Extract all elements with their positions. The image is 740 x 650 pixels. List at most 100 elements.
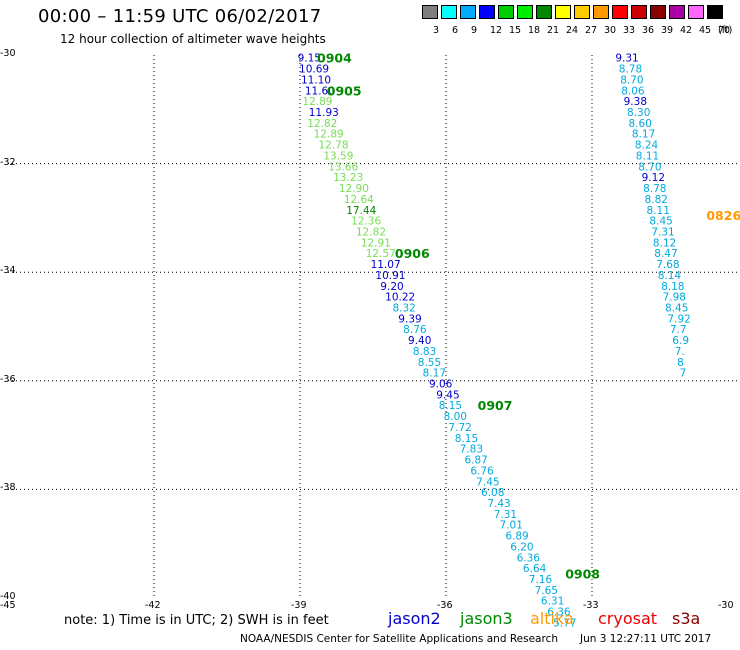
swh-value: 13.66: [328, 161, 358, 173]
legend-label: 9: [471, 25, 478, 36]
lat-tick-label: -36: [0, 373, 16, 385]
swh-value: 7.31: [651, 226, 674, 238]
swh-value: 6.89: [505, 531, 528, 543]
swh-value: 11.93: [309, 107, 339, 119]
swh-value: 8.70: [638, 161, 661, 173]
swh-value: 7.65: [535, 585, 558, 597]
legend-label: 6: [452, 25, 459, 36]
swh-value: 12.89: [302, 96, 332, 108]
swh-value: 12.89: [314, 129, 344, 141]
legend-swatch: [460, 5, 476, 19]
legend-swatch: [612, 5, 628, 19]
legend-swatch: [593, 5, 609, 19]
swh-value: 13.23: [333, 172, 363, 184]
swh-value: 8.14: [658, 270, 682, 282]
legend-label: 15: [509, 25, 522, 36]
swh-value: 8.45: [665, 302, 688, 314]
legend-label: 33: [623, 25, 636, 36]
lat-tick-label: -30: [0, 48, 16, 59]
legend-label: 45: [699, 25, 712, 36]
generated-timestamp: Jun 3 12:27:11 UTC 2017: [580, 633, 712, 645]
footer-note: note: 1) Time is in UTC; 2) SWH is in fe…: [64, 613, 329, 628]
swh-value: 9.20: [380, 281, 403, 293]
swh-value: 7.83: [460, 444, 483, 456]
swh-value: 7.92: [667, 313, 690, 325]
swh-value: 6.36: [517, 552, 541, 564]
swh-value: 7.01: [500, 520, 523, 532]
swh-value: 7: [680, 368, 687, 380]
pass-id-label: 0906: [395, 246, 430, 261]
swh-value: 11.10: [301, 74, 331, 86]
legend-swatch: [650, 5, 666, 19]
swh-value: 7.72: [448, 422, 471, 434]
swh-value: 7.68: [656, 259, 679, 271]
lon-tick-label: -33: [583, 600, 599, 611]
swh-value: 10.22: [385, 292, 415, 304]
legend-swatch: [479, 5, 495, 19]
map-title: 00:00 – 11:59 UTC 06/02/2017: [38, 6, 322, 27]
lat-tick-label: -40: [0, 591, 16, 602]
swh-value: 12.82: [356, 226, 386, 238]
swh-value: 7.98: [663, 292, 686, 304]
legend-swatch: [536, 5, 552, 19]
pass-id-label: 0908: [565, 567, 600, 582]
legend-label: 39: [661, 25, 674, 36]
lon-tick-label: -45: [0, 600, 16, 611]
swh-value: 6.64: [523, 563, 547, 575]
swh-value: 8.17: [423, 368, 446, 380]
pass-id-label: 0826: [706, 208, 740, 223]
satellite-name: altika: [530, 609, 574, 628]
swh-value: 9.31: [615, 53, 638, 65]
swh-value: 8.30: [627, 107, 650, 119]
legend-label: 36: [642, 25, 655, 36]
lat-tick-label: -34: [0, 265, 16, 277]
swh-value: 9.12: [642, 172, 665, 184]
swh-value: 8.83: [413, 346, 436, 358]
swh-value: 6.9: [672, 335, 689, 347]
legend-label: 12: [490, 25, 503, 36]
legend-swatch: [441, 5, 457, 19]
swh-value: 8.18: [661, 281, 684, 293]
pass-id-labels: 0904 0905 0906 0907 0908 0826: [317, 51, 740, 582]
swh-value: 7.16: [529, 574, 553, 586]
swh-value: 8.76: [403, 324, 427, 336]
swh-value: 8.11: [636, 150, 659, 162]
lat-tick-label: -38: [0, 482, 16, 494]
swh-value: 12.78: [318, 140, 348, 152]
swh-value: 6.76: [470, 465, 494, 477]
swh-value: 6.87: [464, 455, 487, 467]
swh-value: 8.17: [632, 129, 655, 141]
lon-tick-label: -30: [718, 600, 734, 611]
lon-tick-label: -42: [145, 600, 161, 611]
pass-id-label: 0907: [478, 398, 513, 413]
legend-swatch: [498, 5, 514, 19]
lon-tick-label: -36: [437, 600, 453, 611]
legend-swatch: [669, 5, 685, 19]
swh-value: 8.45: [649, 216, 672, 228]
legend-label: 27: [585, 25, 598, 36]
swh-value: 9.38: [624, 96, 647, 108]
swh-value: 8.78: [619, 64, 642, 76]
swh-value: 8.15: [439, 400, 462, 412]
swh-value: 17.44: [346, 205, 376, 217]
swh-value: 11.60: [305, 85, 335, 97]
swh-value: 9.40: [408, 335, 431, 347]
legend-swatch: [555, 5, 571, 19]
swh-value: 11.07: [371, 259, 401, 271]
lon-tick-label: -39: [291, 600, 307, 611]
satellite-name: jason3: [460, 609, 513, 628]
satellite-name: jason2: [388, 609, 441, 628]
legend-swatch: [574, 5, 590, 19]
swh-value: 8.00: [444, 411, 467, 423]
legend-label: 21: [547, 25, 560, 36]
swh-value: 7.7: [670, 324, 687, 336]
credit-line: NOAA/NESDIS Center for Satellite Applica…: [240, 633, 558, 645]
satellite-name: cryosat: [598, 609, 658, 628]
legend-swatch: [688, 5, 704, 19]
legend-label: 42: [680, 25, 693, 36]
swh-value: 7.43: [487, 498, 510, 510]
swh-value: 10.69: [299, 64, 329, 76]
swh-value: 8.60: [629, 118, 652, 130]
legend-swatch: [707, 5, 723, 19]
